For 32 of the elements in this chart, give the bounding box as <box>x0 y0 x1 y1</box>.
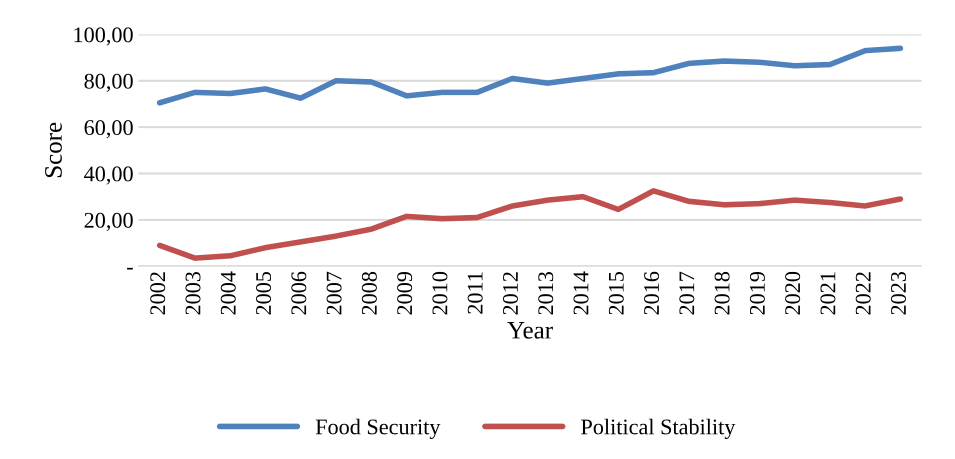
y-tick-label: 100,00 <box>74 27 133 46</box>
x-tick-label: 2016 <box>644 272 660 315</box>
y-tick-label: 40,00 <box>84 166 133 185</box>
x-tick-label: 2004 <box>220 271 236 315</box>
x-tick-label: 2013 <box>538 272 554 315</box>
legend-label: Political Stability <box>581 418 736 439</box>
x-tick-label: 2018 <box>714 272 730 315</box>
x-tick-label: 2019 <box>750 272 765 315</box>
y-axis-title: Score <box>45 122 62 178</box>
legend-label: Food Security <box>316 418 440 439</box>
x-tick-label: 2005 <box>256 272 272 315</box>
x-tick-label: 2015 <box>608 272 624 315</box>
y-tick-label: 80,00 <box>84 74 133 92</box>
y-tick-label: - <box>127 268 133 270</box>
y-tick-label: 60,00 <box>84 120 133 138</box>
x-tick-label: 2003 <box>185 272 200 315</box>
x-tick-label: 2017 <box>679 272 694 315</box>
x-tick-label: 2009 <box>397 272 412 315</box>
x-tick-label: 2020 <box>785 272 800 315</box>
x-tick-label: 2007 <box>326 272 342 315</box>
x-tick-label: 2008 <box>362 272 377 315</box>
x-tick-label: 2006 <box>291 272 306 315</box>
x-tick-label: 2011 <box>468 272 483 314</box>
x-tick-label: 2012 <box>502 272 518 315</box>
x-tick-label: 2021 <box>820 272 836 315</box>
x-tick-label: 2022 <box>856 272 871 315</box>
x-tick-label: 2023 <box>890 272 906 315</box>
x-tick-label: 2014 <box>574 271 588 315</box>
x-tick-label: 2002 <box>150 272 166 315</box>
x-tick-label: 2010 <box>432 272 448 315</box>
y-tick-label: 20,00 <box>84 212 133 231</box>
x-axis-title: Year <box>507 322 553 339</box>
